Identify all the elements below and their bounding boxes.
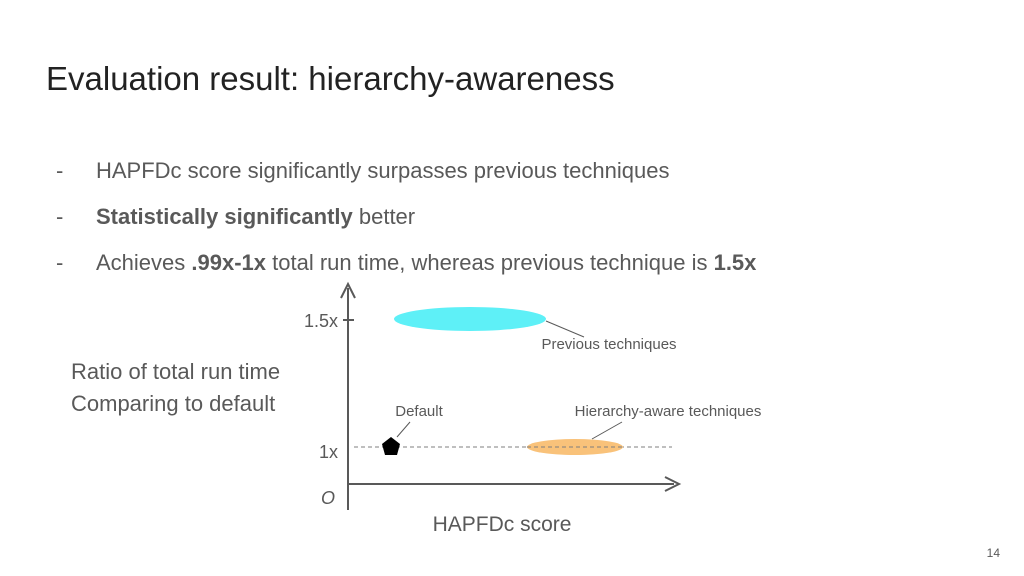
y-axis-label: Ratio of total run time Comparing to def… [71, 356, 280, 420]
bullet-text-bold: .99x-1x [191, 250, 267, 275]
page-number: 14 [986, 546, 1000, 560]
y-axis-label-line: Comparing to default [71, 391, 276, 416]
hierarchy-aware-ellipse [527, 439, 623, 455]
bullet-text-part: HAPFDc score significantly surpasses pre… [96, 158, 670, 183]
bullet-text-part: Achieves [96, 250, 192, 275]
bullet-text-bold: Statistically significantly [96, 204, 353, 229]
hierarchy-aware-label: Hierarchy-aware techniques [575, 403, 762, 420]
x-axis-label: HAPFDc score [433, 513, 572, 536]
previous-techniques-ellipse [394, 307, 546, 331]
default-pentagon-marker [382, 437, 400, 455]
bullet-dash: - [56, 250, 64, 275]
y-axis-arrow-icon [340, 281, 356, 299]
previous-techniques-leader [545, 320, 585, 338]
bullet-text: Achieves .99x-1x total run time, whereas… [96, 240, 756, 286]
hierarchy-aware-leader [591, 421, 623, 440]
bullet-dash: - [56, 204, 64, 229]
bullet-dash: - [56, 158, 64, 183]
bullet-text-bold: 1.5x [713, 250, 757, 275]
y-axis-label-line: Ratio of total run time [71, 359, 281, 384]
bullet-item: - HAPFDc score significantly surpasses p… [56, 148, 756, 194]
y-tick-label-1.5x: 1.5x [304, 311, 338, 331]
default-label: Default [395, 403, 443, 420]
previous-techniques-label: Previous techniques [541, 336, 676, 353]
bullet-item: - Achieves .99x-1x total run time, where… [56, 240, 756, 286]
bullet-text-part: better [352, 204, 416, 229]
slide-title: Evaluation result: hierarchy-awareness [46, 60, 615, 97]
default-leader [396, 421, 411, 438]
y-tick-label-1x: 1x [319, 442, 338, 462]
origin-label: O [321, 488, 335, 508]
bullet-text: HAPFDc score significantly surpasses pre… [96, 148, 669, 194]
bullet-text-part: total run time, whereas previous techniq… [266, 250, 714, 275]
x-axis-arrow-icon [664, 476, 682, 492]
bullet-list: - HAPFDc score significantly surpasses p… [56, 148, 756, 286]
bullet-item: - Statistically significantly better [56, 194, 756, 240]
bullet-text: Statistically significantly better [96, 194, 415, 240]
